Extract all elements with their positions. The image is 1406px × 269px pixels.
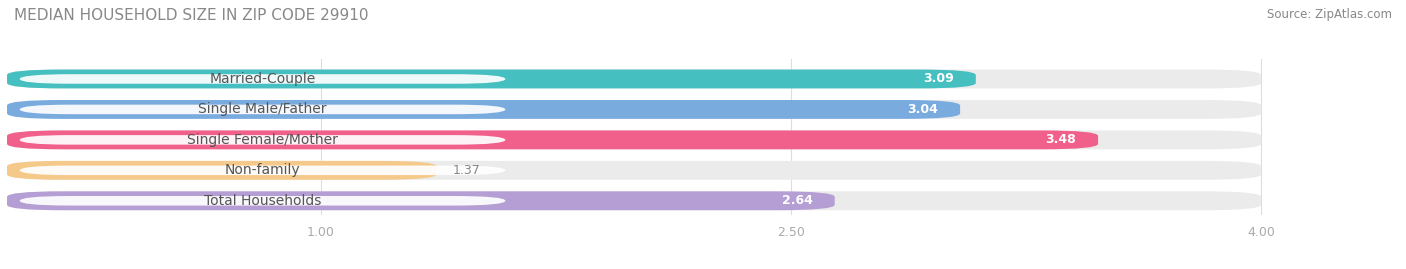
Text: 2.64: 2.64 — [782, 194, 813, 207]
FancyBboxPatch shape — [20, 74, 506, 84]
FancyBboxPatch shape — [7, 130, 1261, 149]
Text: Single Male/Father: Single Male/Father — [198, 102, 326, 116]
FancyBboxPatch shape — [20, 135, 506, 145]
Text: Non-family: Non-family — [225, 163, 301, 177]
Text: Source: ZipAtlas.com: Source: ZipAtlas.com — [1267, 8, 1392, 21]
FancyBboxPatch shape — [7, 191, 835, 210]
Text: Single Female/Mother: Single Female/Mother — [187, 133, 337, 147]
Text: 3.48: 3.48 — [1046, 133, 1076, 146]
Text: 3.09: 3.09 — [924, 72, 953, 86]
FancyBboxPatch shape — [7, 161, 1261, 180]
FancyBboxPatch shape — [7, 161, 436, 180]
Text: Married-Couple: Married-Couple — [209, 72, 316, 86]
FancyBboxPatch shape — [20, 105, 506, 114]
Text: MEDIAN HOUSEHOLD SIZE IN ZIP CODE 29910: MEDIAN HOUSEHOLD SIZE IN ZIP CODE 29910 — [14, 8, 368, 23]
FancyBboxPatch shape — [7, 69, 976, 89]
Text: 1.37: 1.37 — [453, 164, 479, 177]
FancyBboxPatch shape — [7, 100, 1261, 119]
FancyBboxPatch shape — [7, 100, 960, 119]
FancyBboxPatch shape — [20, 196, 506, 206]
Text: 3.04: 3.04 — [907, 103, 938, 116]
FancyBboxPatch shape — [7, 69, 1261, 89]
FancyBboxPatch shape — [20, 166, 506, 175]
FancyBboxPatch shape — [7, 130, 1098, 149]
Text: Total Households: Total Households — [204, 194, 321, 208]
FancyBboxPatch shape — [7, 191, 1261, 210]
